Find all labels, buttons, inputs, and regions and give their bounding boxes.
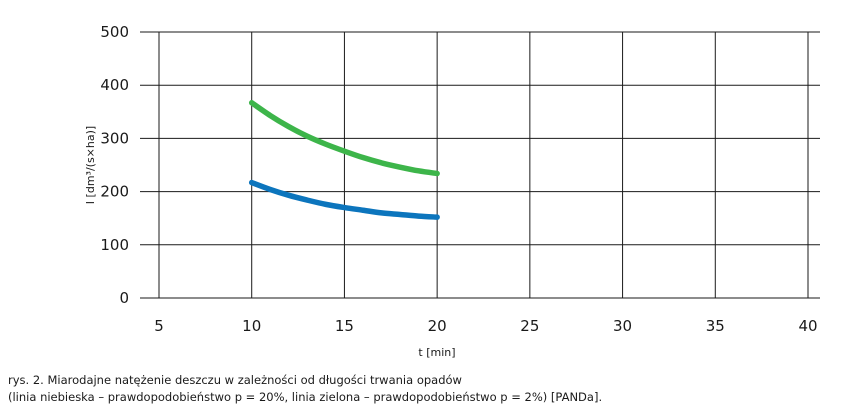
y-tick-labels: 0 100 200 300 400 500: [100, 23, 129, 307]
series-line-1: [248, 100, 440, 177]
x-tick-label-40: 40: [798, 317, 817, 335]
x-tick-label-30: 30: [613, 317, 632, 335]
series-lines: [248, 100, 440, 220]
x-tick-label-20: 20: [428, 317, 447, 335]
x-tick-label-25: 25: [520, 317, 539, 335]
figure-caption-line-2: (linia niebieska – prawdopodobieństwo p …: [8, 390, 603, 404]
y-tick-label-0: 0: [119, 289, 129, 307]
x-tick-label-5: 5: [154, 317, 164, 335]
y-tick-label-400: 400: [100, 76, 129, 94]
y-axis-label: I [dm³/(s×ha)]: [84, 126, 97, 204]
x-tick-label-10: 10: [242, 317, 261, 335]
figure-caption-line-1: rys. 2. Miarodajne natężenie deszczu w z…: [8, 373, 462, 387]
x-tick-label-15: 15: [335, 317, 354, 335]
y-tick-label-100: 100: [100, 236, 129, 254]
y-tick-label-200: 200: [100, 183, 129, 201]
x-axis-label: t [min]: [418, 346, 455, 359]
x-tick-labels: 5 10 15 20 25 30 35 40: [154, 317, 817, 335]
y-tick-label-300: 300: [100, 129, 129, 147]
y-tick-label-500: 500: [100, 23, 129, 41]
grid: [140, 31, 820, 299]
rain-intensity-chart: 5 10 15 20 25 30 35 40 0 100 200 300 400 500 t [min]…: [84, 23, 820, 359]
series-line-2: [248, 179, 440, 220]
x-tick-label-35: 35: [706, 317, 725, 335]
